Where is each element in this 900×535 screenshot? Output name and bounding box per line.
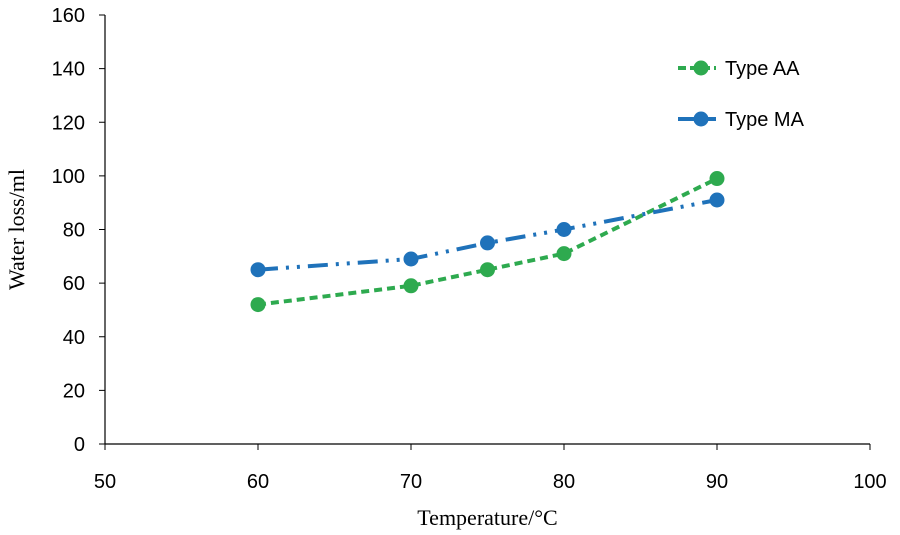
y-axis-ticks: 0 20 40 60 80 100 120 140 160 — [52, 5, 105, 456]
legend-label-type-aa: Type AA — [725, 58, 800, 80]
x-tick-label-70: 70 — [400, 471, 422, 493]
data-point-type-aa-60 — [250, 297, 266, 313]
data-point-type-aa-80 — [556, 246, 572, 262]
legend-marker-type-aa — [693, 60, 709, 76]
y-tick-label-160: 160 — [52, 5, 85, 27]
y-tick-label-100: 100 — [52, 166, 85, 188]
data-point-type-aa-75 — [480, 262, 495, 278]
x-axis-title: Temperature/°C — [417, 505, 557, 530]
data-point-type-ma-90 — [709, 192, 725, 208]
y-tick-label-40: 40 — [63, 327, 85, 349]
series-line-type-aa — [257, 176, 718, 307]
data-point-type-aa-90 — [709, 171, 725, 187]
x-tick-label-60: 60 — [247, 471, 269, 493]
x-tick-label-90: 90 — [706, 471, 728, 493]
y-axis-title: Water loss/ml — [4, 169, 29, 290]
series-line-type-ma — [257, 198, 718, 272]
data-point-type-ma-75 — [480, 235, 495, 251]
legend-marker-type-ma — [693, 111, 709, 127]
x-axis-ticks: 50 60 70 80 90 100 — [94, 444, 887, 493]
y-tick-label-120: 120 — [52, 112, 85, 134]
x-tick-label-50: 50 — [94, 471, 116, 493]
y-tick-label-140: 140 — [52, 59, 85, 81]
y-tick-label-60: 60 — [63, 273, 85, 295]
y-tick-label-0: 0 — [74, 434, 85, 456]
data-point-type-ma-80 — [556, 222, 572, 237]
data-point-type-ma-60 — [250, 262, 266, 278]
x-tick-label-100: 100 — [853, 471, 886, 493]
legend-label-type-ma: Type MA — [725, 109, 805, 131]
legend: Type AA Type MA — [678, 58, 805, 131]
plot-area: 50 60 70 80 90 100 0 20 40 60 80 100 120 140 160 — [52, 5, 887, 493]
y-tick-label-20: 20 — [63, 380, 85, 402]
y-tick-label-80: 80 — [63, 220, 85, 242]
data-point-type-ma-70 — [403, 251, 419, 267]
x-tick-label-80: 80 — [553, 471, 575, 493]
series-layer — [250, 171, 725, 313]
data-point-type-aa-70 — [403, 278, 419, 294]
